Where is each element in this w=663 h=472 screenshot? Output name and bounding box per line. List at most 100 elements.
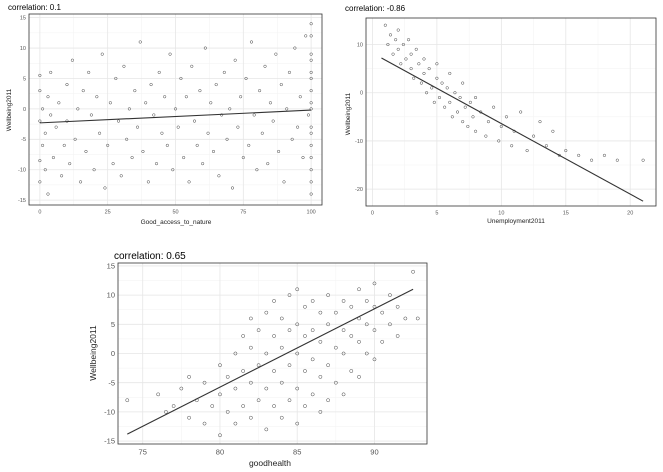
- data-point: [318, 310, 323, 315]
- data-point: [218, 433, 222, 438]
- data-point: [415, 316, 420, 321]
- x-tick-label: 75: [139, 448, 147, 457]
- data-point: [412, 76, 416, 80]
- data-point: [241, 404, 245, 408]
- data-point: [241, 334, 245, 338]
- data-point: [225, 375, 230, 379]
- data-point: [43, 131, 47, 135]
- data-point: [497, 139, 501, 143]
- data-point: [79, 180, 83, 184]
- data-point: [435, 76, 439, 80]
- x-tick-label: 0: [371, 211, 374, 217]
- chart-title: correlation: 0.65: [114, 251, 186, 262]
- data-point: [256, 398, 261, 403]
- data-point: [125, 137, 129, 141]
- data-point: [309, 192, 313, 196]
- data-point: [295, 322, 300, 327]
- data-point: [364, 299, 369, 303]
- y-axis-label: Wellbeing2011: [6, 88, 13, 131]
- data-point: [443, 105, 447, 109]
- y-tick-label: 0: [111, 349, 115, 358]
- y-tick-label: 10: [357, 42, 363, 48]
- chart-title: correlation: 0.1: [8, 3, 61, 12]
- data-point: [108, 101, 112, 105]
- data-point: [309, 70, 313, 74]
- trend-line: [39, 109, 312, 124]
- data-point: [453, 91, 457, 95]
- data-point: [228, 107, 232, 111]
- data-point: [103, 186, 107, 190]
- data-point: [309, 143, 313, 147]
- data-point: [396, 28, 400, 32]
- y-tick-label: 0: [360, 91, 363, 97]
- data-point: [106, 143, 110, 147]
- data-point: [419, 81, 423, 85]
- x-axis-label: Good_access_to_nature: [141, 219, 212, 226]
- data-point: [76, 107, 80, 111]
- data-point: [499, 124, 503, 128]
- data-point: [577, 153, 581, 157]
- data-point: [287, 398, 292, 403]
- scatter-plot-goodhealth: correlation: 0.65 goodhealth Wellbeing20…: [88, 251, 428, 468]
- data-point: [160, 131, 164, 135]
- data-point: [395, 304, 400, 309]
- data-point: [279, 415, 284, 420]
- data-point: [388, 293, 392, 297]
- y-axis-label: Wellbeing2011: [345, 92, 352, 135]
- data-point: [334, 345, 338, 350]
- data-point: [92, 168, 96, 172]
- data-point: [195, 143, 199, 147]
- data-point: [295, 351, 300, 356]
- data-point: [256, 363, 261, 368]
- data-point: [268, 101, 272, 105]
- data-point: [395, 334, 400, 338]
- data-point: [187, 375, 191, 379]
- data-point: [241, 369, 245, 373]
- data-point: [310, 299, 315, 303]
- data-point: [230, 186, 234, 190]
- data-point: [84, 149, 88, 153]
- data-point: [306, 113, 310, 117]
- data-point: [309, 168, 313, 172]
- data-point: [211, 149, 216, 153]
- chart-panel-unemployment: correlation: -0.86 Unemployment2011 Well…: [338, 0, 663, 232]
- x-tick-label: 90: [370, 448, 378, 457]
- data-point: [282, 180, 286, 184]
- data-point: [266, 162, 270, 166]
- data-point: [295, 287, 300, 292]
- data-point: [210, 404, 215, 408]
- data-point: [173, 107, 178, 111]
- data-point: [54, 125, 58, 129]
- data-point: [70, 58, 74, 62]
- data-point: [209, 101, 213, 105]
- data-point: [303, 334, 307, 338]
- data-point: [525, 149, 529, 153]
- data-point: [399, 62, 403, 66]
- data-point: [272, 299, 276, 303]
- data-point: [279, 316, 284, 321]
- data-point: [309, 156, 313, 160]
- data-point: [290, 137, 294, 141]
- data-point: [89, 113, 93, 117]
- data-point: [287, 293, 292, 297]
- data-point: [287, 70, 291, 74]
- data-point: [309, 125, 313, 129]
- data-point: [187, 180, 191, 184]
- data-point: [119, 174, 123, 178]
- data-point: [49, 113, 53, 117]
- data-point: [417, 62, 421, 66]
- chart-panel-nature: correlation: 0.1 Good_access_to_nature W…: [0, 0, 330, 232]
- data-point: [538, 120, 542, 124]
- data-point: [388, 33, 393, 37]
- x-tick-label: 15: [563, 211, 569, 217]
- chart-panel-goodhealth: correlation: 0.65 goodhealth Wellbeing20…: [88, 246, 438, 472]
- data-point: [279, 345, 284, 350]
- data-point: [201, 162, 205, 166]
- data-point: [202, 380, 207, 385]
- data-point: [409, 52, 413, 56]
- data-point: [372, 328, 377, 332]
- data-point: [41, 143, 45, 147]
- data-point: [225, 410, 230, 414]
- data-point: [100, 52, 104, 56]
- data-point: [510, 144, 514, 148]
